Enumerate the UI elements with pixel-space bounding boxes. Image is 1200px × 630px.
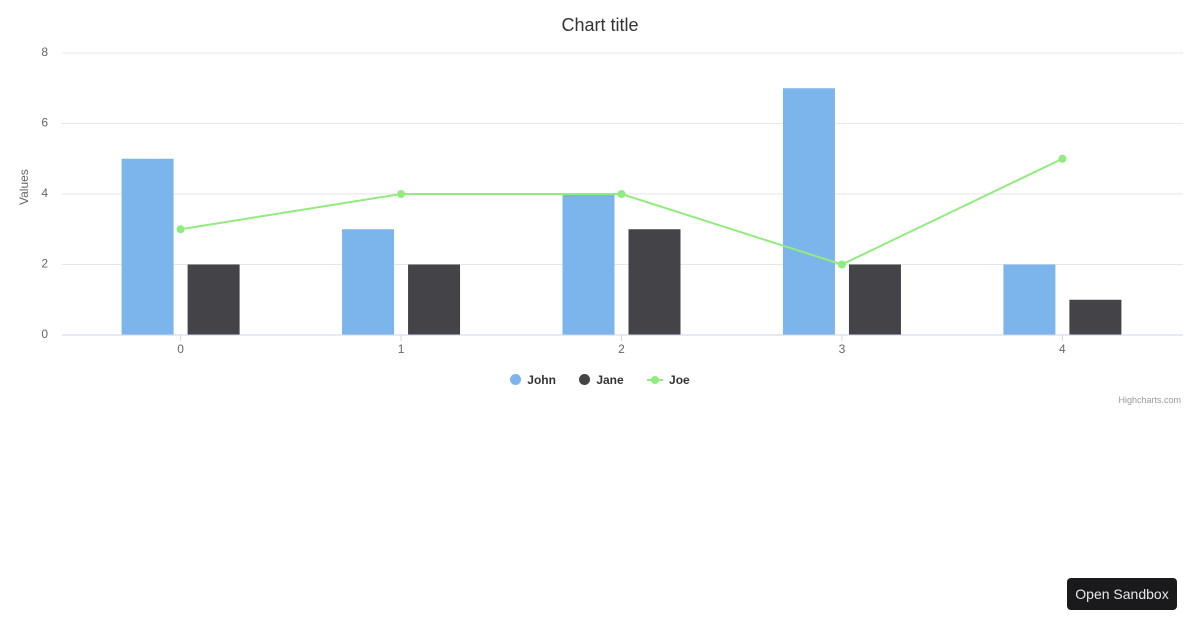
svg-text:2: 2 bbox=[618, 342, 625, 356]
svg-text:2: 2 bbox=[41, 257, 48, 271]
svg-text:4: 4 bbox=[41, 186, 48, 200]
svg-text:1: 1 bbox=[398, 342, 405, 356]
svg-text:6: 6 bbox=[41, 116, 48, 130]
svg-text:3: 3 bbox=[839, 342, 846, 356]
svg-text:4: 4 bbox=[1059, 342, 1066, 356]
svg-text:0: 0 bbox=[177, 342, 184, 356]
svg-text:0: 0 bbox=[41, 327, 48, 341]
svg-text:8: 8 bbox=[41, 45, 48, 59]
